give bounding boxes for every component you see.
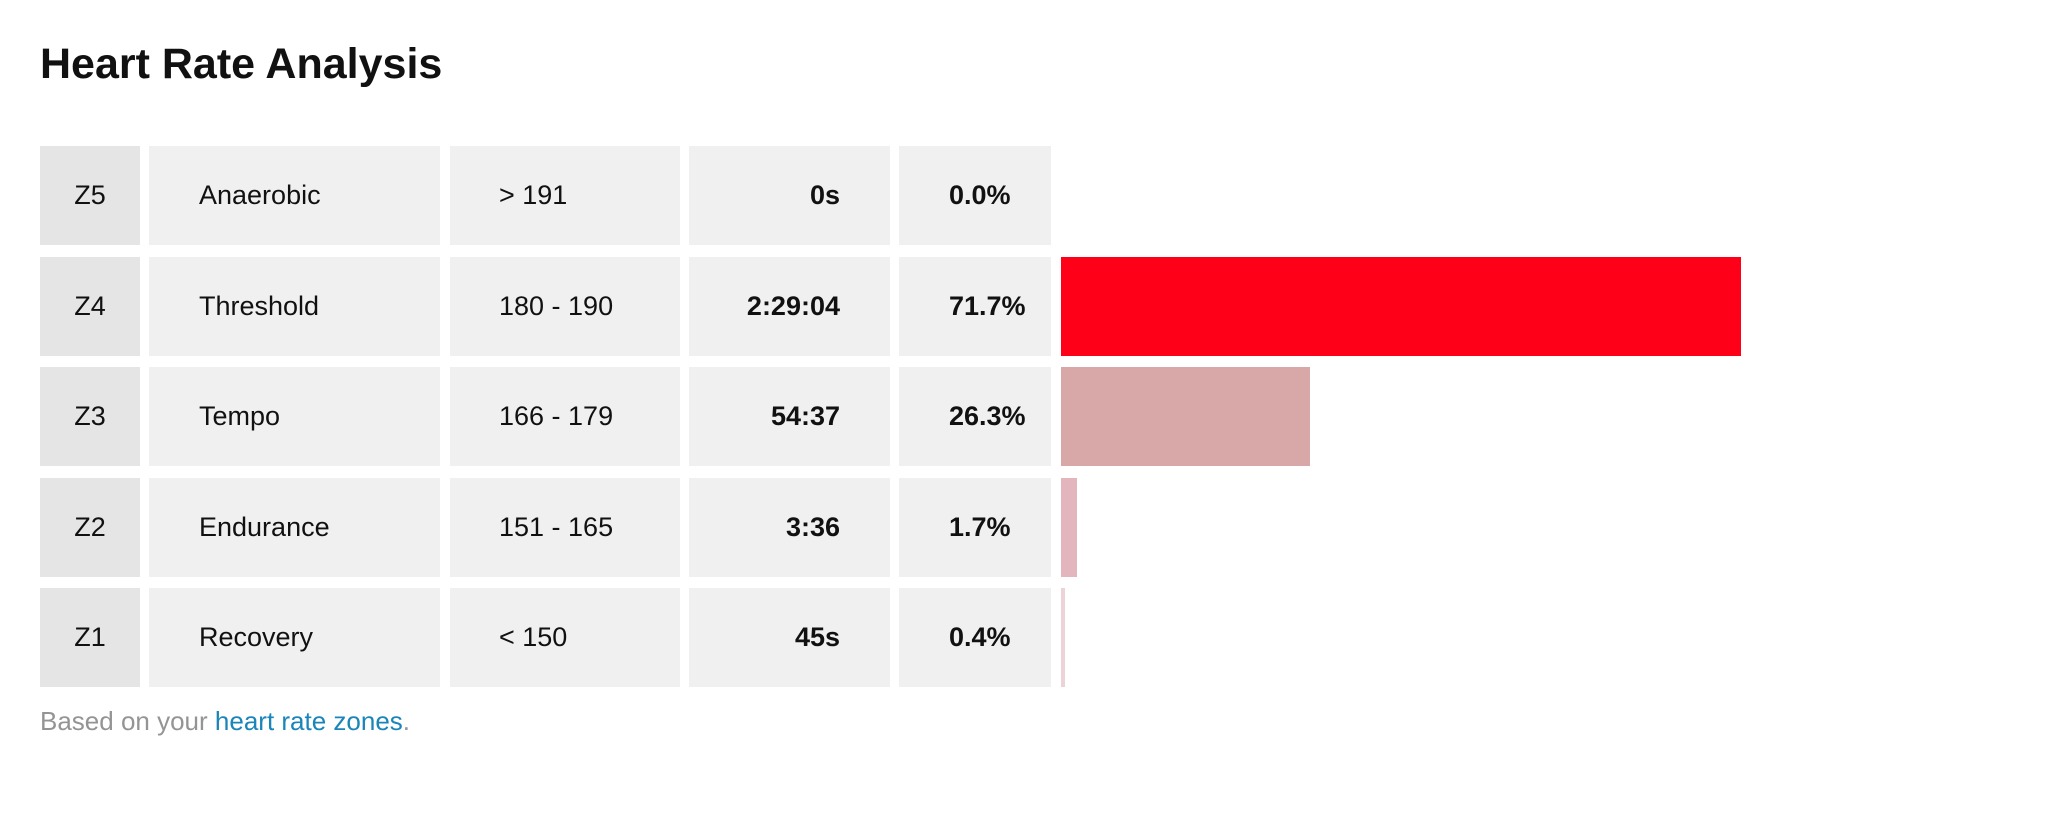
zone-bar bbox=[1061, 367, 1311, 466]
zone-range: < 150 bbox=[450, 588, 680, 687]
footer-text: Based on your bbox=[40, 706, 208, 736]
zone-row: Z4 Threshold 180 - 190 2:29:04 71.7% bbox=[40, 256, 2040, 356]
zone-row: Z2 Endurance 151 - 165 3:36 1.7% bbox=[40, 477, 2040, 577]
zone-id: Z4 bbox=[40, 256, 140, 356]
zone-name: Tempo bbox=[149, 367, 440, 466]
zone-time: 54:37 bbox=[689, 367, 890, 466]
zone-percent: 1.7% bbox=[899, 477, 1051, 577]
title: Heart Rate Analysis bbox=[40, 40, 443, 88]
zone-range: 151 - 165 bbox=[450, 477, 680, 577]
footer-text: . bbox=[402, 706, 411, 736]
footer: Based on your heart rate zones. bbox=[40, 706, 410, 737]
zone-range: > 191 bbox=[450, 146, 680, 245]
zone-name: Threshold bbox=[149, 256, 440, 356]
zone-name: Anaerobic bbox=[149, 146, 440, 245]
zone-percent: 71.7% bbox=[899, 256, 1051, 356]
zone-range: 180 - 190 bbox=[450, 256, 680, 356]
zone-time: 3:36 bbox=[689, 477, 890, 577]
zone-id: Z1 bbox=[40, 588, 140, 687]
zone-bar bbox=[1061, 256, 1741, 356]
zone-row: Z3 Tempo 166 - 179 54:37 26.3% bbox=[40, 367, 2040, 466]
zone-bar bbox=[1061, 588, 1065, 687]
zone-percent: 26.3% bbox=[899, 367, 1051, 466]
zone-row: Z5 Anaerobic > 191 0s 0.0% bbox=[40, 146, 2040, 245]
zone-name: Recovery bbox=[149, 588, 440, 687]
zone-id: Z2 bbox=[40, 477, 140, 577]
zone-range: 166 - 179 bbox=[450, 367, 680, 466]
zone-name: Endurance bbox=[149, 477, 440, 577]
zone-percent: 0.0% bbox=[899, 146, 1051, 245]
zone-id: Z5 bbox=[40, 146, 140, 245]
zone-time: 2:29:04 bbox=[689, 256, 890, 356]
zone-time: 0s bbox=[689, 146, 890, 245]
zone-time: 45s bbox=[689, 588, 890, 687]
zone-id: Z3 bbox=[40, 367, 140, 466]
zone-row: Z1 Recovery < 150 45s 0.4% bbox=[40, 588, 2040, 687]
zone-bar bbox=[1061, 477, 1078, 577]
zones-link[interactable]: heart rate zones bbox=[214, 706, 403, 736]
zone-percent: 0.4% bbox=[899, 588, 1051, 687]
